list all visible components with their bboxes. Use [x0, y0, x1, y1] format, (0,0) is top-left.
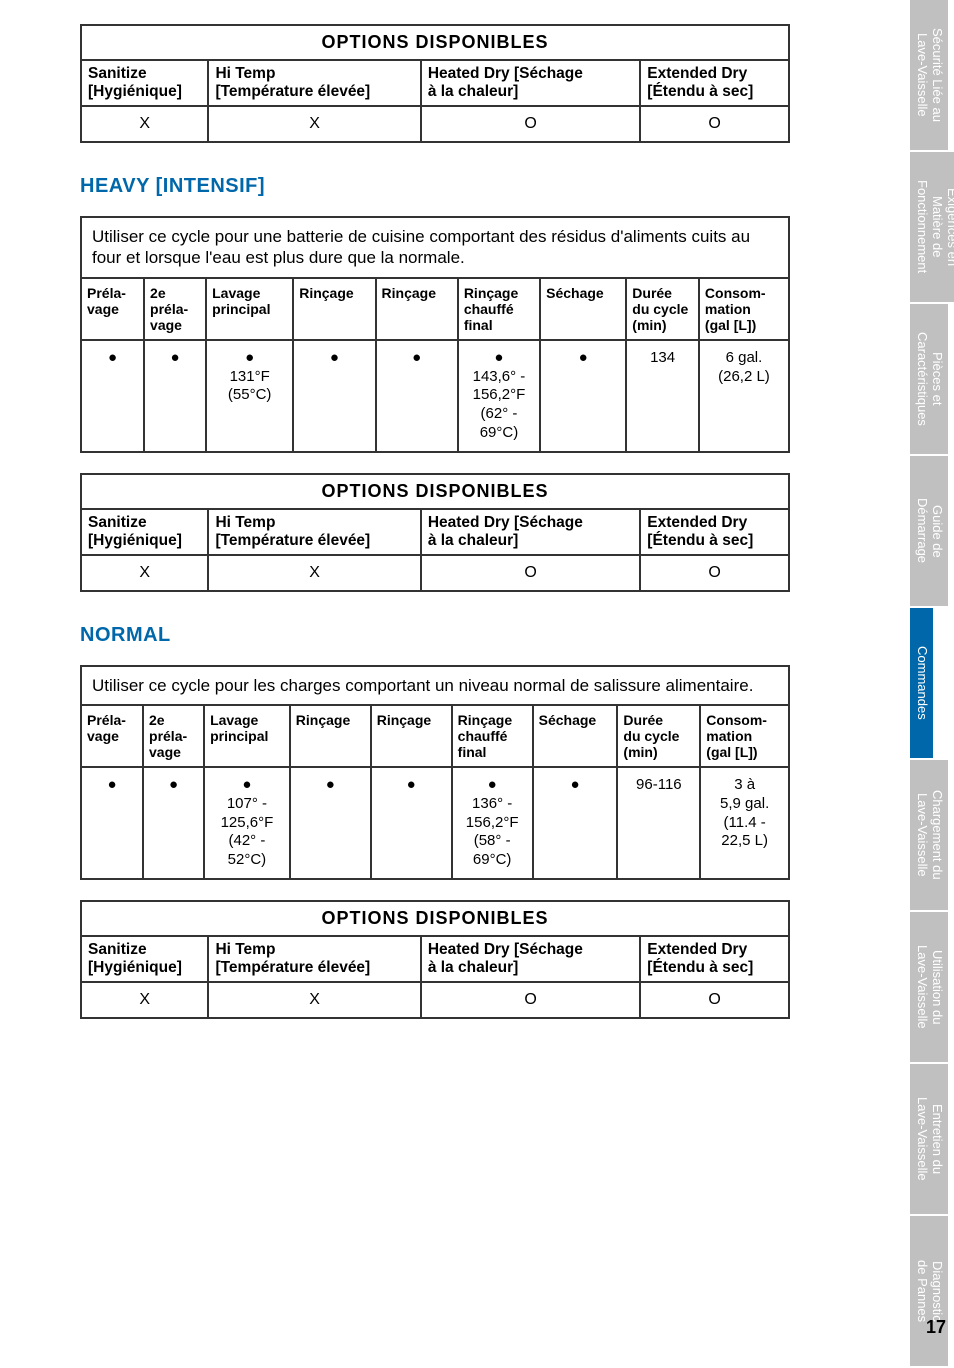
ph-rincage2: Rinçage [371, 705, 452, 767]
col-heated-dry: Heated Dry [Séchageà la chaleur] [421, 936, 640, 982]
ph-consommation: Consom-mation(gal [L]) [699, 278, 789, 340]
tab-guide[interactable]: Guide deDémarrage [910, 456, 948, 608]
nv-2e-prelavage: ● [143, 767, 204, 879]
options-table-2: OPTIONS DISPONIBLES Sanitize[Hygiénique]… [80, 473, 790, 592]
val-heated-dry: O [421, 106, 640, 142]
hv-sechage: ● [540, 340, 626, 452]
options-title: OPTIONS DISPONIBLES [81, 25, 789, 60]
col-extended-dry: Extended Dry[Étendu à sec] [640, 936, 789, 982]
options-title: OPTIONS DISPONIBLES [81, 901, 789, 936]
side-nav: Sécurité Liée auLave-Vaisselle Exigences… [910, 0, 954, 1354]
val-extended-dry: O [640, 555, 789, 591]
col-extended-dry: Extended Dry[Étendu à sec] [640, 509, 789, 555]
options-table-3: OPTIONS DISPONIBLES Sanitize[Hygiénique]… [80, 900, 790, 1019]
ph-prelavage: Préla-vage [81, 278, 144, 340]
nv-prelavage: ● [81, 767, 143, 879]
val-hitemp: X [208, 555, 420, 591]
hv-2e-prelavage: ● [144, 340, 206, 452]
ph-duree: Duréedu cycle(min) [617, 705, 700, 767]
hv-lavage: ●131°F(55°C) [206, 340, 293, 452]
heavy-intro: Utiliser ce cycle pour une batterie de c… [81, 217, 789, 278]
tab-chargement[interactable]: Chargement duLave-Vaisselle [910, 760, 948, 912]
val-extended-dry: O [640, 982, 789, 1018]
val-sanitize: X [81, 106, 208, 142]
nv-lavage: ●107° -125,6°F(42° -52°C) [204, 767, 290, 879]
tab-exigences[interactable]: Exigences enMatière deFonctionnement [910, 152, 954, 304]
nv-rincage1: ● [290, 767, 371, 879]
page-number: 17 [926, 1317, 946, 1338]
hv-duree: 134 [626, 340, 699, 452]
val-heated-dry: O [421, 982, 640, 1018]
nv-rincage2: ● [371, 767, 452, 879]
hv-consommation: 6 gal.(26,2 L) [699, 340, 789, 452]
col-heated-dry: Heated Dry [Séchageà la chaleur] [421, 509, 640, 555]
val-hitemp: X [208, 106, 420, 142]
heavy-phase-table: Utiliser ce cycle pour une batterie de c… [80, 216, 790, 453]
options-title: OPTIONS DISPONIBLES [81, 474, 789, 509]
ph-rincage1: Rinçage [290, 705, 371, 767]
normal-phase-table: Utiliser ce cycle pour les charges compo… [80, 665, 790, 880]
options-table-1: OPTIONS DISPONIBLES Sanitize[Hygiénique]… [80, 24, 790, 143]
tab-commandes[interactable]: Commandes [910, 608, 933, 760]
heavy-heading: HEAVY [INTENSIF] [80, 175, 790, 198]
col-sanitize: Sanitize[Hygiénique] [81, 936, 208, 982]
hv-rincage2: ● [376, 340, 458, 452]
val-extended-dry: O [640, 106, 789, 142]
ph-2e-prelavage: 2epréla-vage [144, 278, 206, 340]
val-hitemp: X [208, 982, 420, 1018]
col-sanitize: Sanitize[Hygiénique] [81, 60, 208, 106]
normal-intro: Utiliser ce cycle pour les charges compo… [81, 666, 789, 705]
ph-sechage: Séchage [540, 278, 626, 340]
col-extended-dry: Extended Dry[Étendu à sec] [640, 60, 789, 106]
nv-rincage-final: ●136° -156,2°F(58° -69°C) [452, 767, 533, 879]
ph-lavage: Lavageprincipal [206, 278, 293, 340]
col-hitemp: Hi Temp[Température élevée] [208, 936, 420, 982]
ph-sechage: Séchage [533, 705, 618, 767]
hv-rincage1: ● [293, 340, 375, 452]
tab-diagnostic[interactable]: Diagnosticde Pannes [910, 1216, 948, 1368]
ph-prelavage: Préla-vage [81, 705, 143, 767]
ph-consommation: Consom-mation(gal [L]) [700, 705, 789, 767]
nv-sechage: ● [533, 767, 618, 879]
hv-rincage-final: ●143,6° -156,2°F(62° -69°C) [458, 340, 540, 452]
ph-rincage1: Rinçage [293, 278, 375, 340]
val-sanitize: X [81, 555, 208, 591]
ph-duree: Duréedu cycle(min) [626, 278, 699, 340]
col-hitemp: Hi Temp[Température élevée] [208, 509, 420, 555]
ph-rincage-final: Rinçagechaufféfinal [452, 705, 533, 767]
tab-utilisation[interactable]: Utilisation duLave-Vaisselle [910, 912, 948, 1064]
val-sanitize: X [81, 982, 208, 1018]
ph-lavage: Lavageprincipal [204, 705, 290, 767]
nv-consommation: 3 à5,9 gal.(11.4 -22,5 L) [700, 767, 789, 879]
tab-entretien[interactable]: Entretien duLave-Vaisselle [910, 1064, 948, 1216]
col-sanitize: Sanitize[Hygiénique] [81, 509, 208, 555]
ph-rincage-final: Rinçagechaufféfinal [458, 278, 540, 340]
tab-securite[interactable]: Sécurité Liée auLave-Vaisselle [910, 0, 948, 152]
val-heated-dry: O [421, 555, 640, 591]
col-heated-dry: Heated Dry [Séchageà la chaleur] [421, 60, 640, 106]
tab-pieces[interactable]: Pièces etCaractéristiques [910, 304, 948, 456]
ph-2e-prelavage: 2epréla-vage [143, 705, 204, 767]
page-content: OPTIONS DISPONIBLES Sanitize[Hygiénique]… [0, 0, 790, 1019]
normal-heading: NORMAL [80, 624, 790, 647]
col-hitemp: Hi Temp[Température élevée] [208, 60, 420, 106]
nv-duree: 96-116 [617, 767, 700, 879]
ph-rincage2: Rinçage [376, 278, 458, 340]
hv-prelavage: ● [81, 340, 144, 452]
